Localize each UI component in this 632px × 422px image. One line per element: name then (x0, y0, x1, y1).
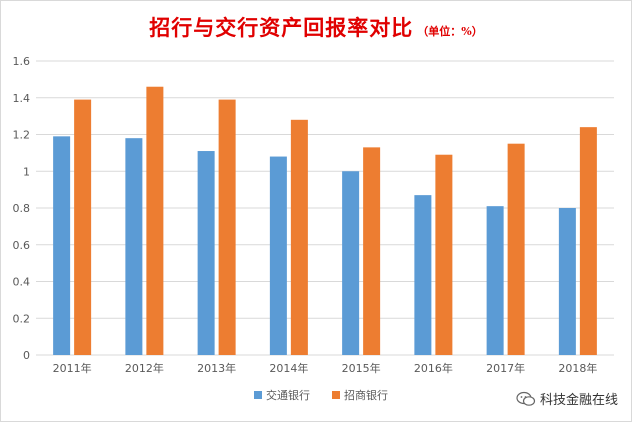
y-axis-ticks: 0 0.2 0.4 0.6 0.8 1 1.2 1.4 1.6 (13, 55, 31, 362)
bar-交通银行-2016年 (414, 195, 432, 355)
y-tick-label: 1.4 (13, 92, 31, 105)
gridlines (36, 60, 614, 356)
legend-swatch (332, 391, 340, 399)
bar-招商银行-2014年 (290, 119, 308, 355)
watermark: 科技金融在线 (516, 389, 618, 408)
bars (53, 86, 597, 356)
x-tick-label: 2011年 (53, 361, 92, 375)
bar-交通银行-2011年 (53, 136, 71, 355)
bar-招商银行-2015年 (363, 147, 381, 355)
legend-swatch (254, 391, 262, 399)
bar-招商银行-2018年 (579, 127, 597, 356)
bar-交通银行-2012年 (125, 138, 143, 355)
bar-招商银行-2016年 (435, 154, 453, 355)
chart-title: 招行与交行资产回报率对比 （单位：%） (0, 12, 632, 42)
x-tick-label: 2014年 (269, 361, 308, 375)
bar-招商银行-2011年 (74, 99, 92, 356)
wechat-icon (516, 391, 536, 406)
legend-label: 招商银行 (344, 388, 388, 402)
y-tick-label: 0.4 (13, 276, 31, 289)
bar-招商银行-2013年 (218, 99, 236, 356)
bar-交通银行-2017年 (486, 206, 504, 355)
y-tick-label: 0.2 (13, 312, 31, 325)
x-axis-ticks: 2011年 2012年 2013年 2014年 2015年 2016年 2017年 2018年 (53, 361, 598, 375)
bar-交通银行-2014年 (269, 156, 287, 355)
chart-title-text: 招行与交行资产回报率对比 (149, 15, 414, 40)
unit-note: （单位：%） (417, 25, 483, 38)
y-tick-label: 0.8 (13, 202, 31, 215)
bar-交通银行-2013年 (197, 151, 215, 355)
x-tick-label: 2017年 (486, 361, 525, 375)
x-tick-label: 2012年 (125, 361, 164, 375)
y-tick-label: 1.2 (13, 129, 31, 142)
bar-交通银行-2018年 (558, 208, 576, 355)
legend-label: 交通银行 (266, 388, 310, 402)
bar-交通银行-2015年 (342, 171, 360, 355)
bar-招商银行-2017年 (507, 143, 525, 355)
y-tick-label: 0 (23, 349, 30, 362)
bar-招商银行-2012年 (146, 86, 164, 355)
legend: 交通银行 招商银行 (254, 388, 388, 402)
x-tick-label: 2016年 (414, 361, 453, 375)
y-tick-label: 1 (23, 165, 30, 178)
x-tick-label: 2015年 (342, 361, 381, 375)
y-tick-label: 0.6 (13, 239, 31, 252)
watermark-text: 科技金融在线 (539, 393, 618, 408)
x-tick-label: 2013年 (197, 361, 236, 375)
x-tick-label: 2018年 (558, 361, 597, 375)
y-tick-label: 1.6 (13, 55, 31, 68)
